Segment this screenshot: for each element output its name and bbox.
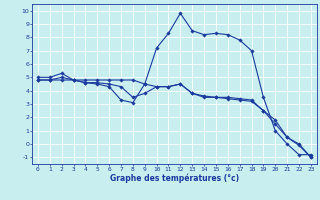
X-axis label: Graphe des températures (°c): Graphe des températures (°c): [110, 173, 239, 183]
